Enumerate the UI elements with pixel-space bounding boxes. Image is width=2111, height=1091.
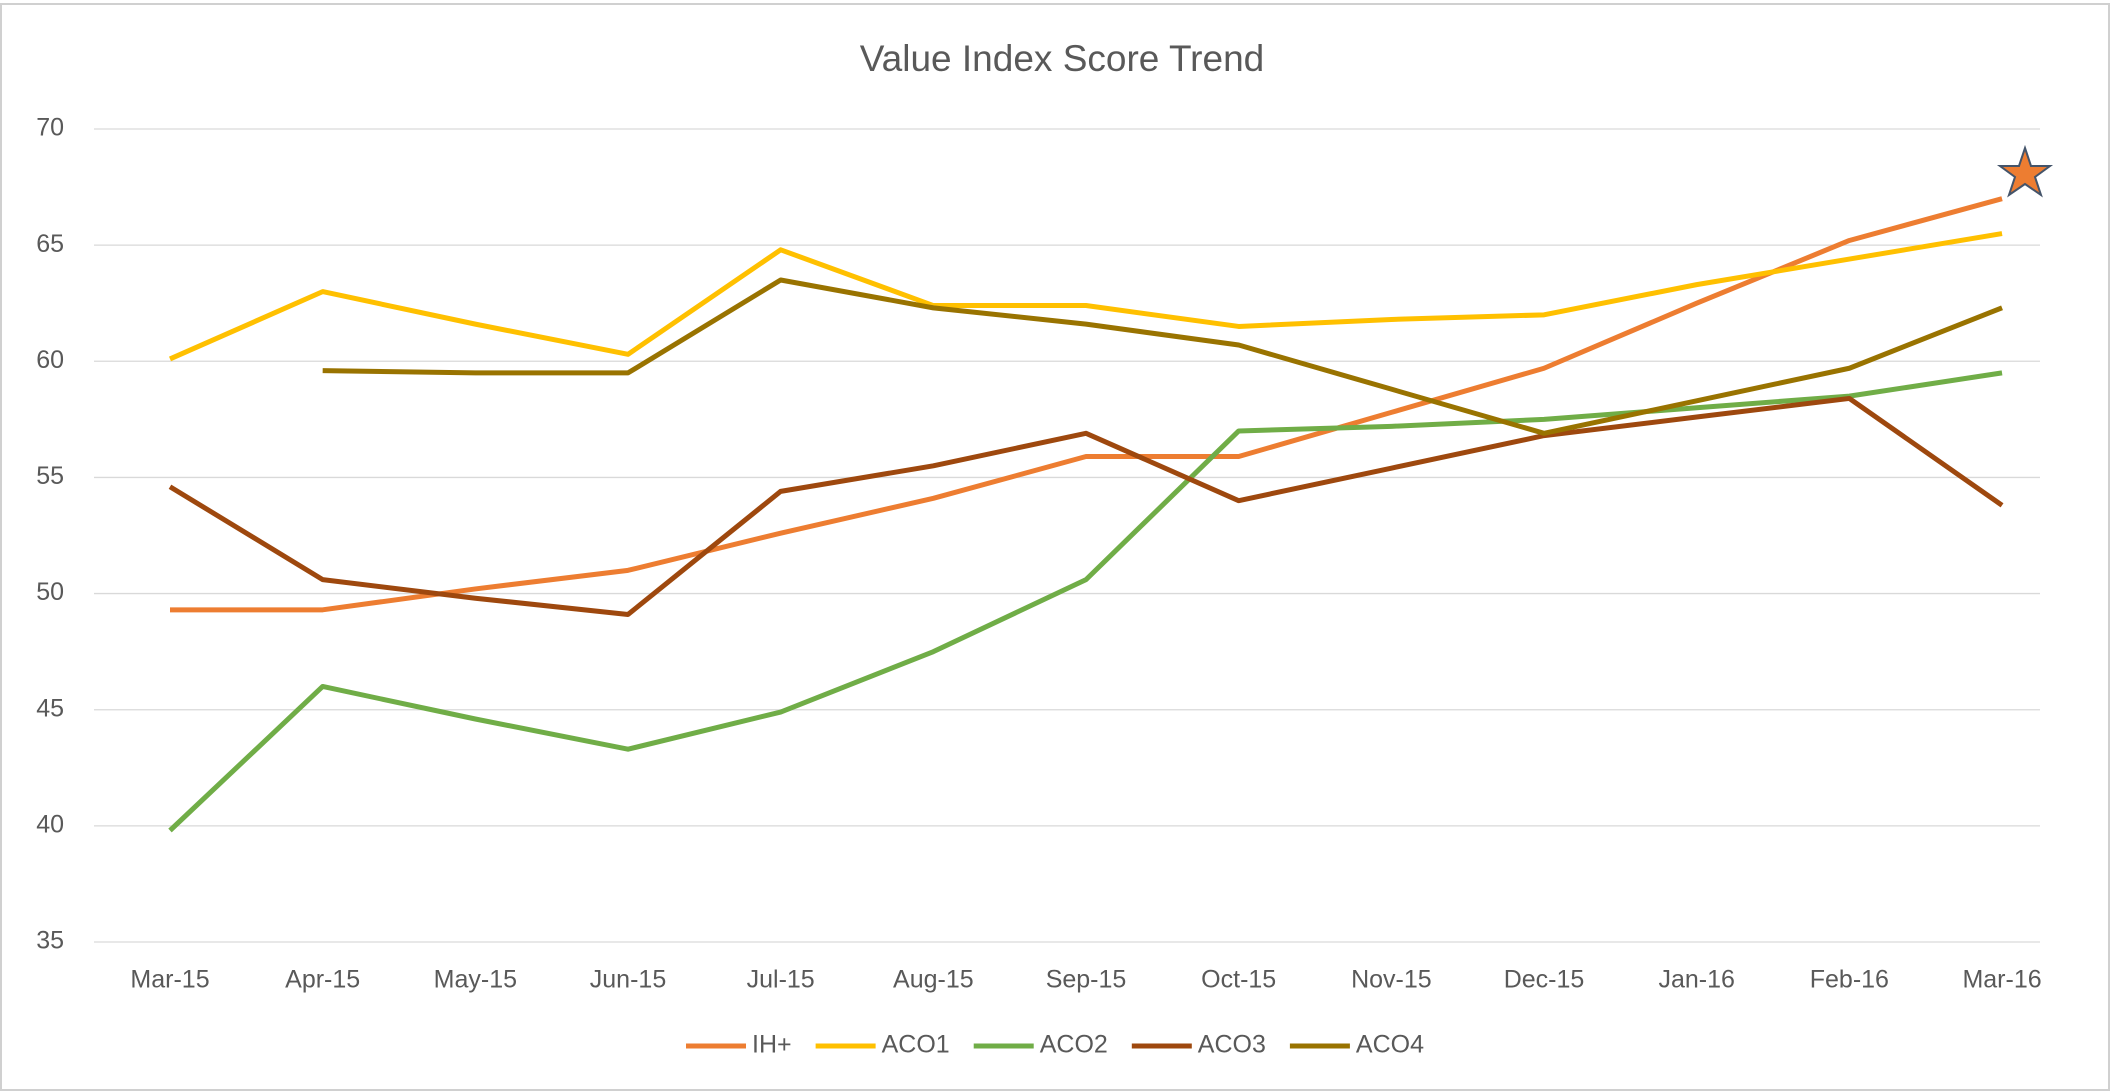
legend-item: ACO3 <box>1131 1031 1266 1059</box>
x-tick-label: Nov-15 <box>1351 966 1432 994</box>
series-line <box>168 395 2004 617</box>
y-tick-label: 35 <box>36 927 64 955</box>
legend-label: ACO1 <box>882 1031 950 1059</box>
legend-item: IH+ <box>686 1031 792 1059</box>
y-tick-label: 45 <box>36 694 64 722</box>
chart-frame <box>0 3 2110 1091</box>
series-line <box>170 196 2003 613</box>
x-tick-label: Mar-16 <box>1962 966 2041 994</box>
x-tick-label: Jun-15 <box>590 966 666 994</box>
x-tick-label: Feb-16 <box>1810 966 1889 994</box>
series-line <box>168 370 2003 833</box>
x-tick-label: Sep-15 <box>1046 966 1127 994</box>
legend-label: ACO3 <box>1198 1031 1266 1059</box>
x-tick-label: Oct-15 <box>1201 966 1276 994</box>
x-tick-label: Jul-15 <box>747 966 815 994</box>
legend: IH+ ACO1 ACO2 ACO3 ACO4 <box>686 1031 1424 1059</box>
legend-item: ACO4 <box>1289 1031 1424 1059</box>
star-annotation <box>1996 144 2054 198</box>
y-tick-label: 65 <box>36 230 64 258</box>
x-tick-label: Jan-16 <box>1658 966 1734 994</box>
x-tick-label: May-15 <box>434 966 517 994</box>
legend-item: ACO1 <box>815 1031 950 1059</box>
x-tick-label: Dec-15 <box>1504 966 1585 994</box>
y-tick-label: 55 <box>36 462 64 490</box>
lines <box>168 196 2004 833</box>
y-tick-label: 40 <box>36 810 64 838</box>
series-line <box>168 231 2003 362</box>
x-tick-label: Aug-15 <box>893 966 974 994</box>
legend-label: ACO2 <box>1040 1031 1108 1059</box>
legend-item: ACO2 <box>973 1031 1108 1059</box>
chart-title: Value Index Score Trend <box>860 38 1265 79</box>
legend-label: ACO4 <box>1356 1031 1424 1059</box>
grid: 35 40 45 50 55 60 65 70 Mar-15 Apr-15 May-15 Jun-15… <box>36 114 2041 994</box>
x-tick-label: Mar-15 <box>130 966 209 994</box>
x-tick-label: Apr-15 <box>285 966 360 994</box>
series-line <box>322 277 2003 436</box>
y-tick-label: 70 <box>36 114 64 142</box>
y-tick-label: 50 <box>36 578 64 606</box>
legend-label: IH+ <box>752 1031 792 1059</box>
y-tick-label: 60 <box>36 346 64 374</box>
